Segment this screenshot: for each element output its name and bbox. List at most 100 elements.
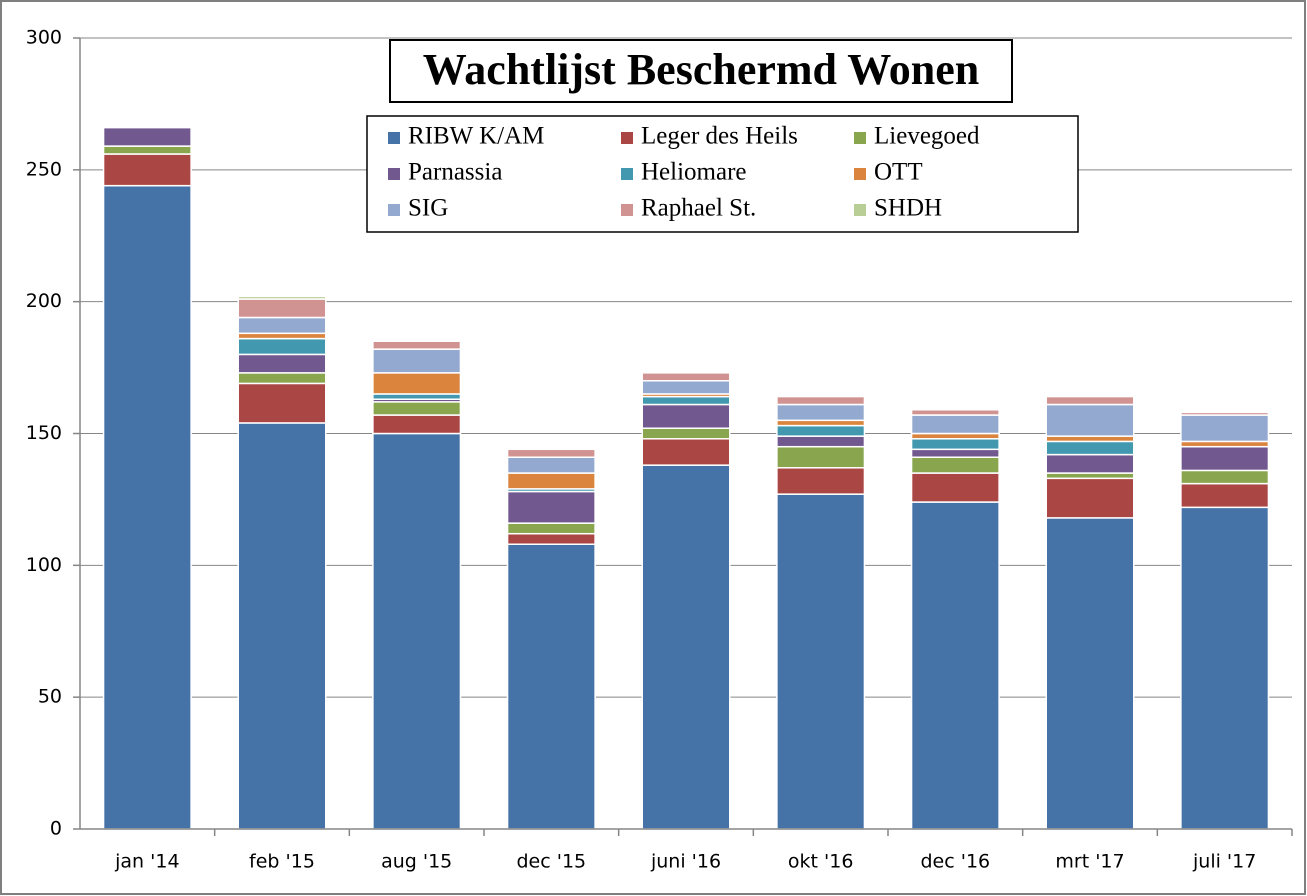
legend-box	[366, 115, 1079, 233]
legend-label: Leger des Heils	[641, 123, 798, 150]
bar-segment	[641, 464, 731, 830]
bar-segment	[1045, 440, 1135, 456]
bar-segment	[641, 403, 731, 429]
bar-segment	[237, 295, 327, 300]
bar-segment	[1045, 477, 1135, 519]
bar-segment	[1180, 469, 1270, 485]
bar-segment	[506, 490, 596, 524]
legend-label: Raphael St.	[641, 195, 756, 222]
legend-label: Parnassia	[408, 159, 502, 186]
bar-segment	[910, 414, 1000, 435]
bar-segment	[1180, 414, 1270, 443]
bar-segment	[506, 448, 596, 458]
bar-segment	[506, 532, 596, 545]
bar-segment	[237, 422, 327, 830]
bar-segment	[776, 419, 866, 427]
bar-segment	[1045, 435, 1135, 443]
bar-segment	[1045, 395, 1135, 406]
bar-segment	[102, 126, 192, 147]
bar-segment	[641, 372, 731, 382]
bar-segment	[776, 467, 866, 495]
x-tick-label: juni '16	[650, 851, 721, 873]
bar-segment	[372, 393, 462, 400]
title-box	[389, 39, 1013, 103]
bar-segment	[102, 145, 192, 155]
bar-segment	[910, 501, 1000, 830]
y-tick-label: 150	[26, 422, 62, 444]
bar-segment	[641, 395, 731, 406]
legend-swatch	[621, 132, 633, 144]
y-tick-label: 100	[26, 554, 62, 576]
bar-segment	[910, 456, 1000, 474]
bar-segment	[1180, 411, 1270, 416]
bar-segment	[506, 472, 596, 490]
legend-label: SIG	[408, 195, 448, 222]
legend-label: SHDH	[874, 195, 942, 222]
bar-segment	[102, 184, 192, 830]
bar-segment	[372, 372, 462, 395]
bar-segment	[1045, 453, 1135, 474]
legend: RIBW K/AM Leger des Heils Lievegoed Parnass…	[388, 123, 980, 222]
y-tick-label: 50	[38, 686, 62, 708]
chart-title: Wachtlijst Beschermd Wonen	[423, 45, 980, 94]
bar-segment	[776, 403, 866, 422]
bar-segment	[776, 424, 866, 437]
legend-label: OTT	[874, 159, 923, 186]
bar-segment	[776, 435, 866, 448]
x-tick-label: juli '17	[1192, 851, 1256, 873]
bar-segment	[237, 316, 327, 335]
legend-label: Heliomare	[641, 159, 747, 186]
bar-segment	[506, 456, 596, 474]
bar-segment	[910, 448, 1000, 458]
bar-segment	[237, 353, 327, 374]
bar-segment	[506, 543, 596, 830]
bar-segment	[1180, 440, 1270, 448]
legend-label: Lievegoed	[874, 123, 980, 150]
bar-segment	[910, 472, 1000, 503]
bar-segment	[237, 298, 327, 319]
legend-swatch	[621, 204, 633, 216]
bar-segment	[102, 153, 192, 187]
bar-segment	[237, 372, 327, 385]
bar-segment	[506, 522, 596, 535]
x-tick-label: feb '15	[249, 851, 315, 873]
x-tick-label: aug '15	[381, 851, 452, 873]
legend-swatch	[621, 168, 633, 180]
legend-swatch	[388, 204, 400, 216]
bar-segment	[1045, 403, 1135, 437]
legend-swatch	[388, 132, 400, 144]
bar-segment	[641, 438, 731, 466]
bar-segment	[1180, 445, 1270, 472]
legend-swatch	[854, 132, 866, 144]
bar-segment	[237, 337, 327, 356]
legend-swatch	[854, 204, 866, 216]
bar-segment	[372, 414, 462, 435]
y-tick-label: 250	[26, 158, 62, 180]
bar-segment	[641, 380, 731, 395]
y-tick-label: 300	[26, 27, 62, 49]
bar-segment	[372, 401, 462, 416]
bar-segment	[237, 382, 327, 424]
legend-label: RIBW K/AM	[408, 123, 544, 150]
legend-swatch	[854, 168, 866, 180]
bar-segment	[910, 432, 1000, 440]
x-tick-label: dec '15	[517, 851, 587, 873]
bar-segment	[372, 340, 462, 350]
bar-segment	[1045, 517, 1135, 830]
bar-segment	[641, 427, 731, 440]
x-tick-label: dec '16	[921, 851, 991, 873]
bar-segment	[910, 409, 1000, 416]
y-tick-label: 200	[26, 290, 62, 312]
bar-segment	[1180, 506, 1270, 830]
bar-segment	[776, 445, 866, 469]
bar-segment	[1045, 472, 1135, 480]
bar-segment	[910, 438, 1000, 451]
bars	[102, 126, 1270, 830]
y-tick-label: 0	[50, 818, 62, 840]
x-tick-label: mrt '17	[1055, 851, 1124, 873]
legend-swatch	[388, 168, 400, 180]
x-tick-label: okt '16	[788, 851, 854, 873]
bar-segment	[776, 493, 866, 830]
bar-segment	[1180, 482, 1270, 509]
